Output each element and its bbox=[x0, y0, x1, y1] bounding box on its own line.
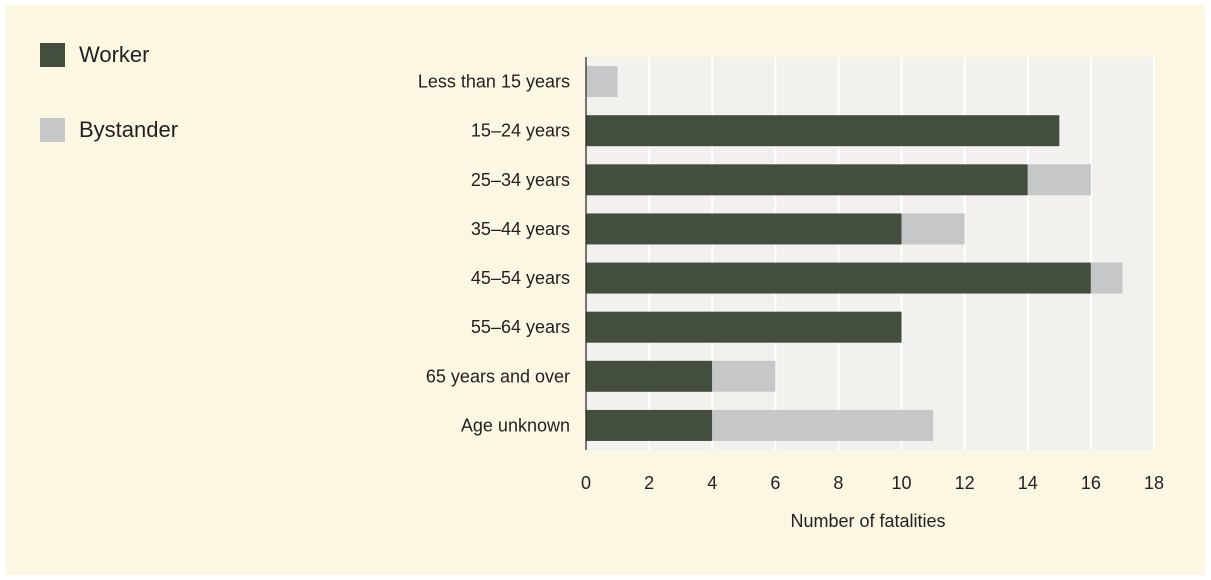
x-tick-label: 14 bbox=[1018, 473, 1038, 493]
legend-label-worker: Worker bbox=[79, 42, 150, 67]
bar-worker bbox=[586, 164, 1028, 196]
y-category-label: 35–44 years bbox=[471, 219, 570, 239]
bar-bystander bbox=[712, 360, 776, 392]
bar-bystander bbox=[712, 409, 934, 441]
legend-label-bystander: Bystander bbox=[79, 117, 179, 142]
bar-worker bbox=[586, 360, 713, 392]
y-category-label: 25–34 years bbox=[471, 170, 570, 190]
plot-area: 0 2 4 6 8 10 12 14 16 18 Less than 15 years 15–24 y… bbox=[418, 57, 1164, 493]
x-tick-label: 0 bbox=[581, 473, 591, 493]
y-category-label: 15–24 years bbox=[471, 121, 570, 141]
bar-worker bbox=[586, 213, 902, 245]
x-tick-label: 2 bbox=[644, 473, 654, 493]
x-tick-label: 18 bbox=[1144, 473, 1164, 493]
x-axis-title: Number of fatalities bbox=[790, 511, 945, 531]
x-tick-label: 12 bbox=[955, 473, 975, 493]
x-tick-label: 8 bbox=[833, 473, 843, 493]
x-tick-label: 4 bbox=[707, 473, 717, 493]
bar-bystander bbox=[901, 213, 965, 245]
bar-bystander bbox=[586, 66, 618, 98]
bar-worker bbox=[586, 311, 902, 343]
bar-bystander bbox=[1090, 262, 1123, 294]
y-category-label: 55–64 years bbox=[471, 317, 570, 337]
bar-worker bbox=[586, 115, 1060, 147]
legend-item-bystander: Bystander bbox=[40, 117, 178, 143]
y-category-label: 65 years and over bbox=[426, 366, 570, 386]
x-tick-label: 6 bbox=[770, 473, 780, 493]
bar-bystander bbox=[1027, 164, 1091, 196]
y-category-label: Age unknown bbox=[461, 415, 570, 435]
y-category-label: 45–54 years bbox=[471, 268, 570, 288]
x-tick-label: 16 bbox=[1081, 473, 1101, 493]
x-tick-label: 10 bbox=[892, 473, 912, 493]
legend-item-worker: Worker bbox=[40, 42, 150, 68]
legend-swatch-bystander bbox=[40, 118, 65, 142]
y-category-label: Less than 15 years bbox=[418, 72, 570, 92]
legend-swatch-worker bbox=[40, 43, 65, 67]
bar-worker bbox=[586, 262, 1091, 294]
bar-worker bbox=[586, 409, 713, 441]
